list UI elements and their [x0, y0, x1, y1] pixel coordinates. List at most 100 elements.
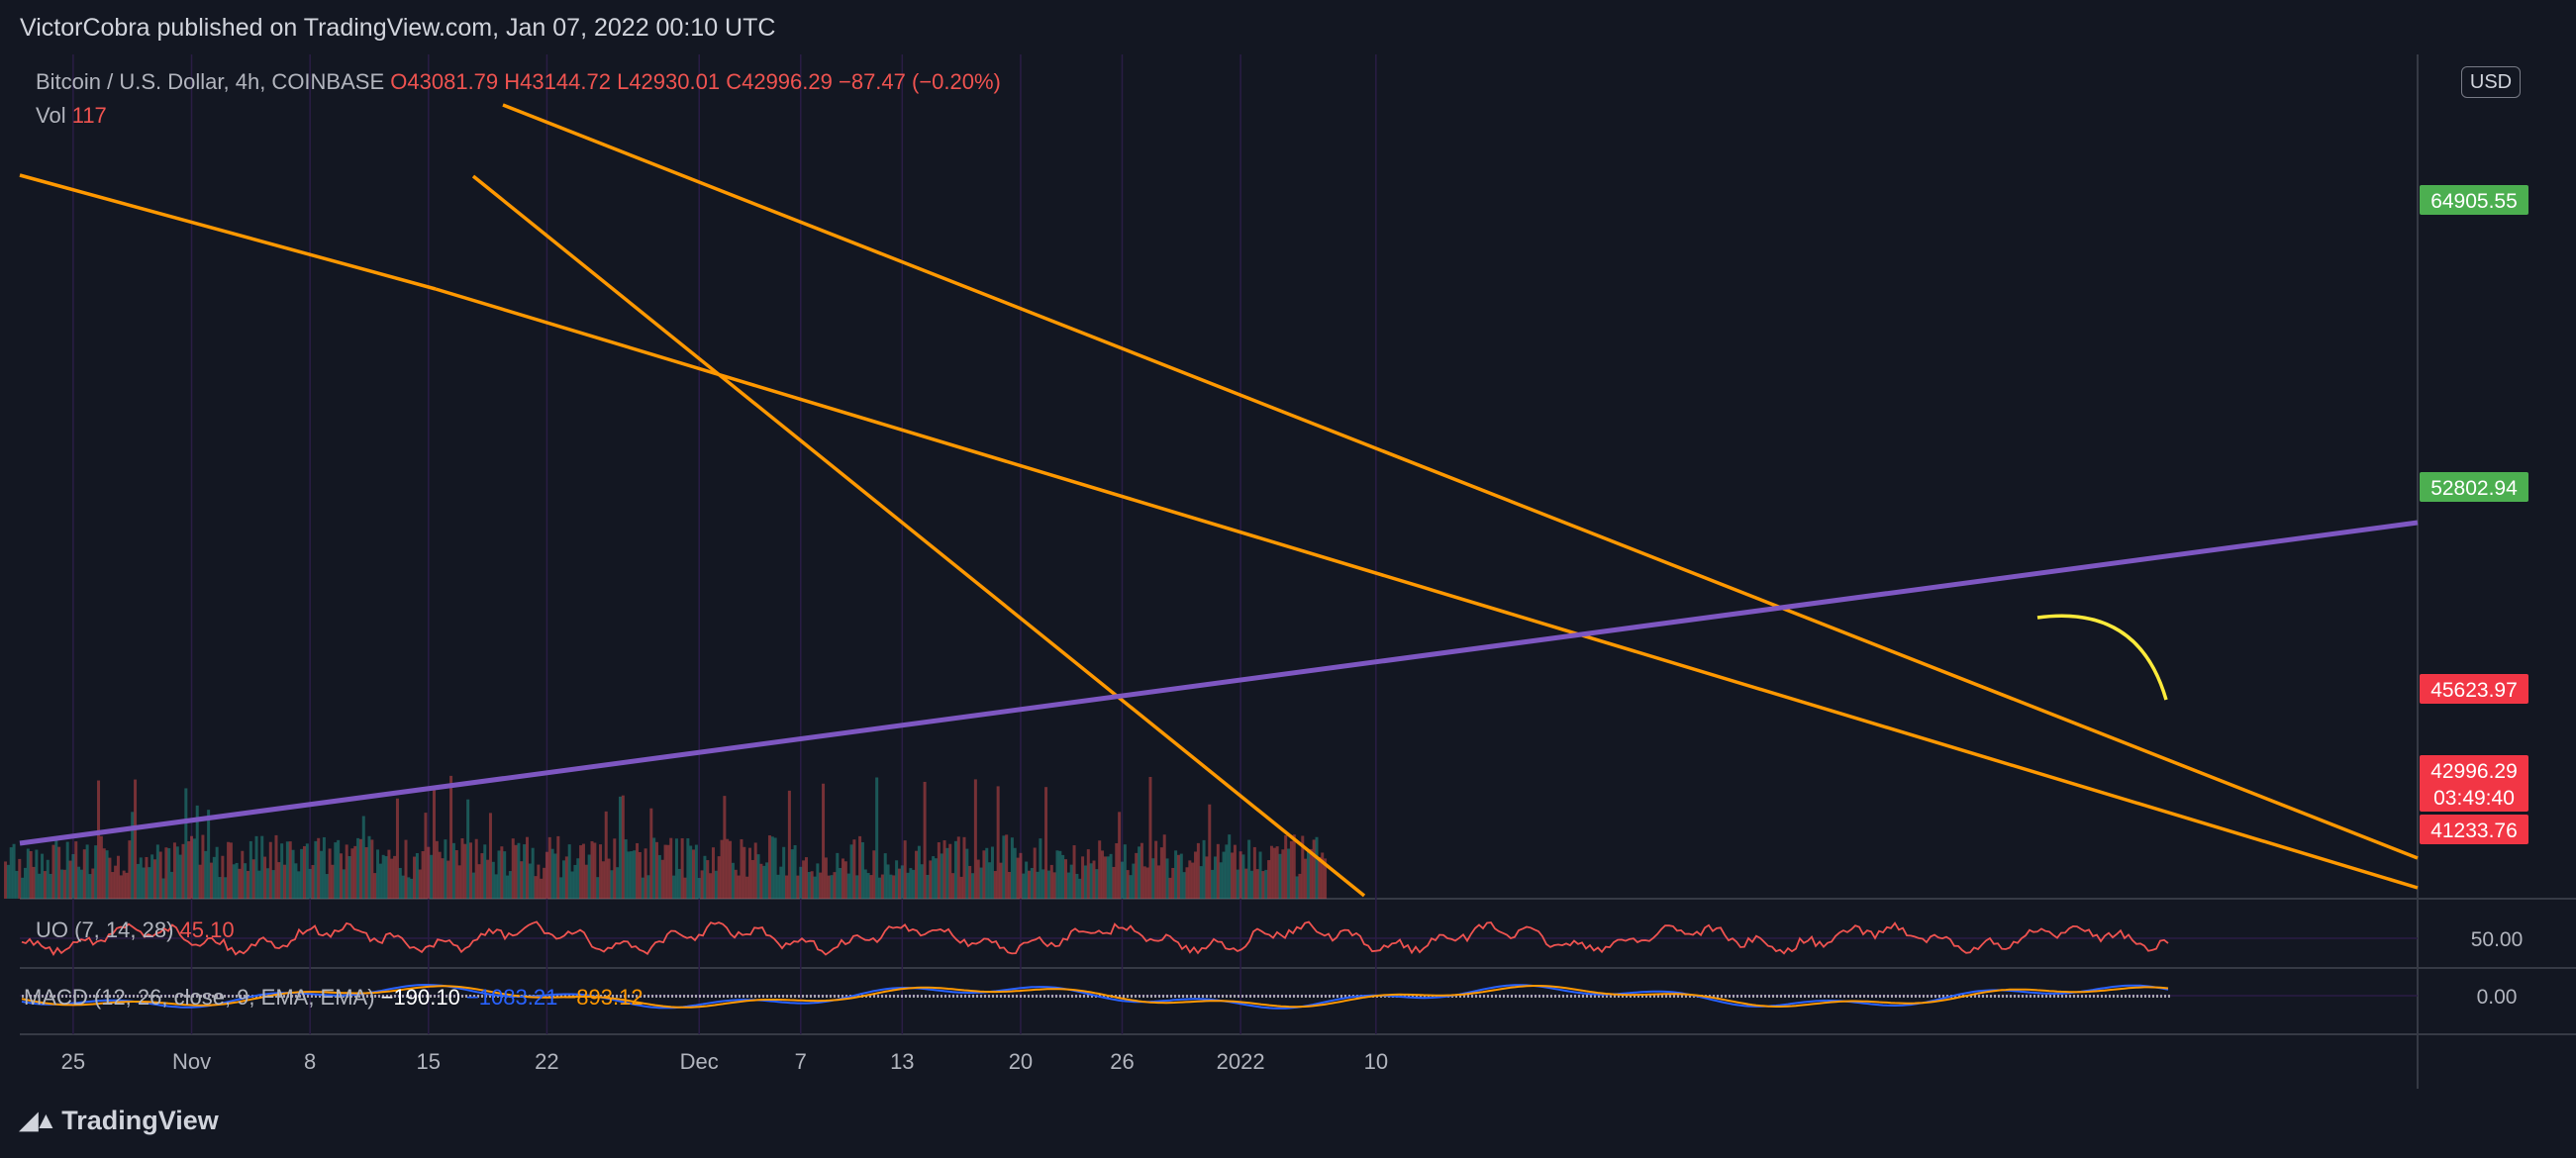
- macd-hist-bar: [604, 995, 606, 998]
- volume-bar: [192, 838, 196, 899]
- volume-bar: [280, 843, 284, 899]
- symbol-name[interactable]: Bitcoin / U.S. Dollar, 4h, COINBASE: [36, 69, 385, 94]
- macd-hist-bar: [869, 995, 871, 998]
- volume-bar: [345, 844, 348, 899]
- macd-hist-bar: [1305, 995, 1307, 998]
- macd-hist-bar: [1535, 995, 1536, 998]
- volume-bar: [1252, 846, 1256, 899]
- macd-hist-bar: [885, 995, 887, 998]
- macd-line: [21, 983, 2169, 1010]
- volume-bar: [869, 875, 873, 899]
- macd-hist-bar: [735, 995, 737, 998]
- volume-bar: [1115, 842, 1119, 899]
- volume-bar: [331, 864, 335, 899]
- price-chart[interactable]: 25Nov81522Dec713202620221070000.0061000.…: [0, 0, 2576, 1089]
- volume-bar: [1179, 853, 1183, 899]
- volume-bar: [564, 856, 568, 899]
- volume-bar: [254, 835, 258, 899]
- price-axis-badge-label: 03:49:40: [2433, 787, 2515, 810]
- macd-hist-bar: [97, 995, 99, 998]
- macd-hist-bar: [814, 995, 816, 998]
- macd-hist-bar: [1546, 995, 1548, 998]
- macd-hist-bar: [145, 995, 147, 998]
- volume-bar: [463, 843, 467, 899]
- macd-hist-bar: [980, 995, 982, 998]
- macd-hist-bar: [105, 995, 107, 998]
- macd-hist-bar: [877, 995, 879, 998]
- macd-hist-bar: [493, 995, 495, 998]
- tradingview-logo[interactable]: ◢▲ TradingView: [20, 1106, 219, 1136]
- volume-bar: [796, 875, 800, 899]
- macd-hist-bar: [176, 995, 178, 998]
- volume-bar: [500, 846, 504, 899]
- macd-hist-bar: [703, 995, 705, 998]
- macd-label[interactable]: MACD (12, 26, close, 9, EMA, EMA): [24, 985, 375, 1010]
- volume-bar: [187, 840, 191, 899]
- macd-hist-bar: [1519, 995, 1521, 998]
- macd-hist-bar: [1891, 995, 1893, 998]
- macd-hist-bar: [1934, 995, 1936, 998]
- macd-hist-bar: [1879, 995, 1881, 998]
- macd-hist-bar: [1859, 995, 1861, 998]
- macd-hist-bar: [1337, 995, 1338, 998]
- volume-bar: [567, 844, 571, 899]
- macd-hist-bar: [1455, 995, 1457, 998]
- volume-bar: [395, 798, 399, 899]
- macd-hist-bar: [73, 995, 75, 998]
- macd-hist-bar: [1079, 995, 1081, 998]
- volume-bar: [480, 853, 484, 899]
- volume-bar: [872, 850, 876, 899]
- x-axis-tick-label: 25: [61, 1049, 85, 1074]
- macd-hist-bar: [612, 995, 614, 998]
- volume-label[interactable]: Vol: [36, 103, 66, 128]
- volume-bar: [737, 875, 741, 899]
- volume-bar: [610, 870, 614, 899]
- volume-bar: [155, 844, 159, 899]
- volume-bar: [1185, 867, 1189, 899]
- macd-hist-bar: [1729, 995, 1731, 998]
- volume-bar: [517, 842, 521, 899]
- volume-bar: [12, 843, 16, 899]
- volume-bar: [528, 863, 532, 899]
- volume-bars: [4, 775, 1328, 899]
- volume-bar: [900, 865, 904, 899]
- volume-bar: [663, 844, 667, 899]
- chart-background: [0, 54, 2576, 1089]
- macd-hist-bar: [1202, 995, 1204, 998]
- volume-bar: [624, 839, 628, 899]
- volume-bar: [1292, 834, 1296, 899]
- macd-hist-bar: [180, 995, 182, 998]
- macd-hist-bar: [2089, 995, 2091, 998]
- macd-hist-bar: [212, 995, 214, 998]
- volume-bar: [1241, 854, 1245, 899]
- currency-button[interactable]: USD: [2461, 66, 2521, 98]
- macd-hist-bar: [89, 995, 91, 998]
- macd-hist-bar: [1839, 995, 1841, 998]
- volume-bar: [1199, 866, 1203, 899]
- uo-label[interactable]: UO (7, 14, 28): [36, 917, 174, 942]
- volume-bar: [748, 847, 751, 899]
- macd-hist-bar: [2144, 995, 2146, 998]
- macd-hist-bar: [1503, 995, 1505, 998]
- macd-hist-bar: [1986, 995, 1988, 998]
- volume-bar: [717, 856, 721, 899]
- volume-bar: [1041, 869, 1045, 899]
- volume-bar: [785, 875, 789, 899]
- volume-bar: [486, 859, 490, 899]
- volume-bar: [421, 850, 425, 899]
- macd-hist-bar: [149, 995, 150, 998]
- volume-bar: [616, 867, 620, 899]
- macd-hist-bar: [1566, 995, 1568, 998]
- macd-hist-bar: [988, 995, 990, 998]
- macd-hist-bar: [34, 995, 36, 998]
- volume-bar: [576, 858, 580, 899]
- volume-bar: [1216, 843, 1220, 899]
- macd-hist-bar: [1416, 995, 1418, 998]
- macd-hist-bar: [1051, 995, 1053, 998]
- volume-bar: [427, 846, 431, 899]
- macd-hist-bar: [1471, 995, 1473, 998]
- macd-hist-bar: [1558, 995, 1560, 998]
- macd-hist-bar: [845, 995, 847, 998]
- macd-hist-bar: [2018, 995, 2020, 998]
- macd-hist-bar: [822, 995, 824, 998]
